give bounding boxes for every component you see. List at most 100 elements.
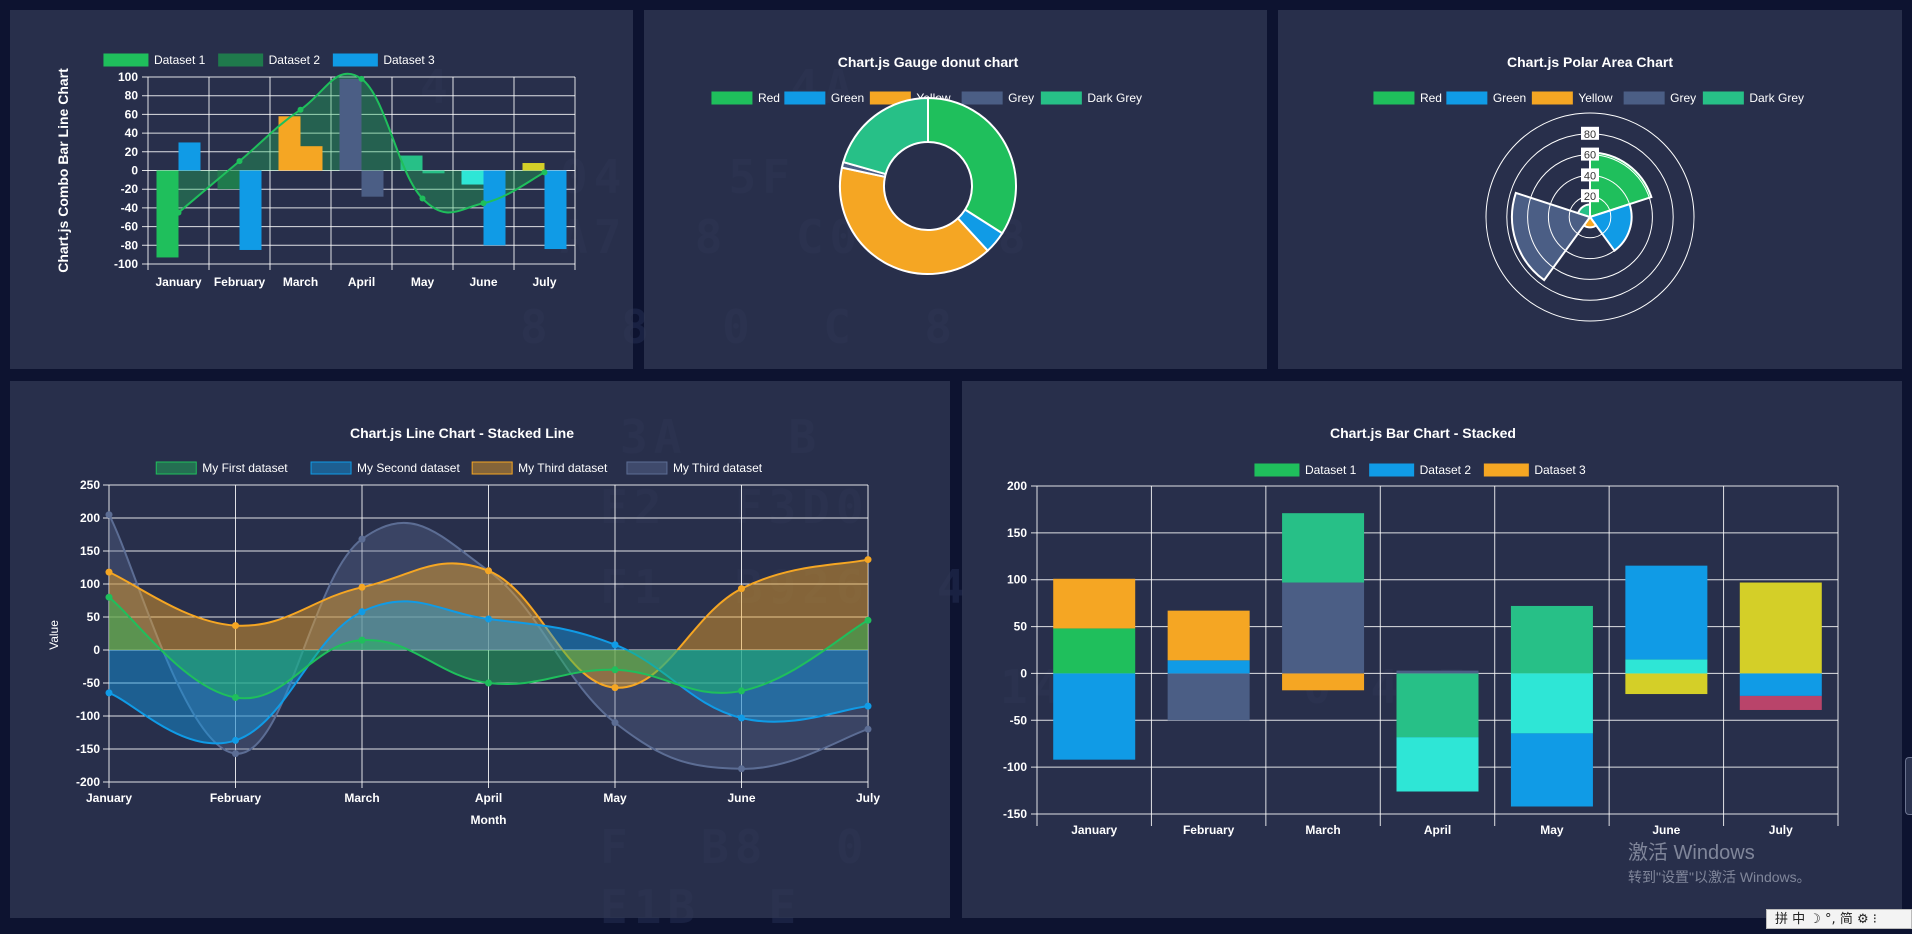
x-tick-label: April xyxy=(348,275,375,289)
legend-label: Dataset 3 xyxy=(1534,463,1586,477)
x-tick-label: January xyxy=(155,275,201,289)
windows-activation-watermark: 激活 Windows 转到"设置"以激活 Windows。 xyxy=(1628,836,1811,887)
polar-segment-grey xyxy=(1511,191,1592,282)
x-axis-label: Month xyxy=(471,813,507,827)
area-fill-2 xyxy=(109,559,868,688)
legend-label: Dataset 1 xyxy=(1305,463,1357,477)
polar-area-chart: Chart.js Polar Area Chart Red Green Yellow G… xyxy=(1373,54,1804,322)
legend-label: Green xyxy=(1493,91,1526,105)
side-tab-handle[interactable] xyxy=(1905,757,1912,815)
legend-swatch xyxy=(626,461,668,475)
bar-dataset-3 xyxy=(178,142,201,171)
ime-toolbar[interactable]: 拼 中 ☽ °, 简 ⚙ ⁝ xyxy=(1766,909,1912,929)
area-point xyxy=(232,694,239,702)
area-point xyxy=(232,750,239,758)
x-tick-label: May xyxy=(1540,823,1564,837)
stacked-bar-dataset-3 xyxy=(1625,565,1708,660)
bar-dataset-2 xyxy=(217,170,240,190)
area-point xyxy=(864,616,872,624)
area-point xyxy=(105,568,113,576)
bar-dataset-2 xyxy=(278,116,301,171)
y-tick-label: 100 xyxy=(80,577,100,591)
stacked-line-chart: Chart.js Line Chart - Stacked Line My Fir… xyxy=(47,425,880,827)
legend-swatch xyxy=(869,91,911,105)
bar-dataset-3 xyxy=(300,146,323,171)
stacked-bar-dataset-3 xyxy=(1510,733,1593,807)
legend-swatch xyxy=(310,461,352,475)
y-tick-label: 150 xyxy=(1007,526,1027,540)
legend-label: Dataset 2 xyxy=(1420,463,1472,477)
line-point xyxy=(541,169,548,176)
bar-dataset-3 xyxy=(483,170,506,246)
area-point xyxy=(105,689,113,697)
stacked-bar-chart: Chart.js Bar Chart - Stacked Dataset 1 Dat… xyxy=(1003,425,1839,837)
polar-grid-ring xyxy=(1485,112,1695,322)
stacked-bar-dataset-1 xyxy=(1625,673,1708,695)
area-point xyxy=(232,622,239,630)
legend-swatch xyxy=(332,53,378,67)
y-tick-label: -50 xyxy=(1010,713,1028,727)
area-point xyxy=(738,714,745,722)
x-tick-label: June xyxy=(727,791,755,805)
stacked-bar-dataset-2 xyxy=(1625,659,1708,674)
polar-area-chart-panel: Chart.js Polar Area Chart Red Green Yellow G… xyxy=(1278,10,1902,369)
area-point xyxy=(232,736,239,744)
area-point xyxy=(864,702,872,710)
chart-title: Chart.js Gauge donut chart xyxy=(838,54,1019,70)
legend-swatch xyxy=(784,91,826,105)
area-point xyxy=(358,608,366,616)
area-point xyxy=(611,684,619,692)
x-tick-label: February xyxy=(1183,823,1235,837)
area-point xyxy=(864,556,872,564)
bar-dataset-3 xyxy=(544,170,567,250)
legend-label: Red xyxy=(758,91,780,105)
x-tick-label: February xyxy=(210,791,262,805)
bar-dataset-2 xyxy=(156,170,179,258)
y-tick-label: -100 xyxy=(1003,760,1027,774)
legend-label: Dark Grey xyxy=(1749,91,1804,105)
stacked-bar-dataset-3 xyxy=(1282,513,1365,583)
stacked-bar-dataset-3 xyxy=(1167,610,1250,661)
area-fill-3 xyxy=(109,514,868,769)
legend-label: Red xyxy=(1420,91,1442,105)
area-point xyxy=(864,725,872,733)
stacked-bar-dataset-3 xyxy=(1396,670,1479,674)
area-point xyxy=(611,719,619,727)
x-tick-label: June xyxy=(1652,823,1680,837)
legend-label: Dark Grey xyxy=(1087,91,1142,105)
stacked-line-chart-panel: Chart.js Line Chart - Stacked Line My Fir… xyxy=(10,381,950,918)
stacked-bar-dataset-2 xyxy=(1510,673,1593,734)
bar-dataset-3 xyxy=(361,170,384,197)
stacked-bar-chart-panel: Chart.js Bar Chart - Stacked Dataset 1 Dat… xyxy=(962,381,1902,918)
legend-label: My Second dataset xyxy=(357,461,460,475)
polar-tick-backdrop xyxy=(1581,147,1599,161)
y-tick-label: -150 xyxy=(1003,807,1027,821)
y-tick-label: 150 xyxy=(80,544,100,558)
area-point xyxy=(485,679,492,687)
y-tick-label: 80 xyxy=(125,89,139,103)
y-tick-label: 200 xyxy=(1007,479,1027,493)
stacked-bar-dataset-3 xyxy=(1739,695,1822,710)
area-point xyxy=(358,583,366,591)
legend-label: Grey xyxy=(1008,91,1034,105)
y-tick-label: -50 xyxy=(83,676,101,690)
line-point xyxy=(419,195,426,202)
x-tick-label: July xyxy=(856,791,880,805)
legend-swatch xyxy=(961,91,1003,105)
legend-swatch xyxy=(218,53,264,67)
chart-title: Chart.js Bar Chart - Stacked xyxy=(1330,425,1516,441)
y-tick-label: -200 xyxy=(76,775,100,789)
stacked-bar-dataset-1 xyxy=(1396,673,1479,738)
stacked-bar-dataset-1 xyxy=(1510,605,1593,674)
area-fill-1 xyxy=(109,601,868,744)
stacked-bar-dataset-2 xyxy=(1282,582,1365,674)
y-tick-label: 0 xyxy=(1020,666,1027,680)
y-axis-label: Value xyxy=(47,620,61,650)
legend-label: Grey xyxy=(1670,91,1696,105)
area-point xyxy=(611,641,619,649)
legend-swatch xyxy=(1373,91,1415,105)
y-tick-label: -40 xyxy=(121,201,139,215)
gauge-donut-chart-panel: Chart.js Gauge donut chartRedGreenYellow… xyxy=(644,10,1267,369)
legend-swatch xyxy=(1531,91,1573,105)
legend-label: My First dataset xyxy=(202,461,288,475)
